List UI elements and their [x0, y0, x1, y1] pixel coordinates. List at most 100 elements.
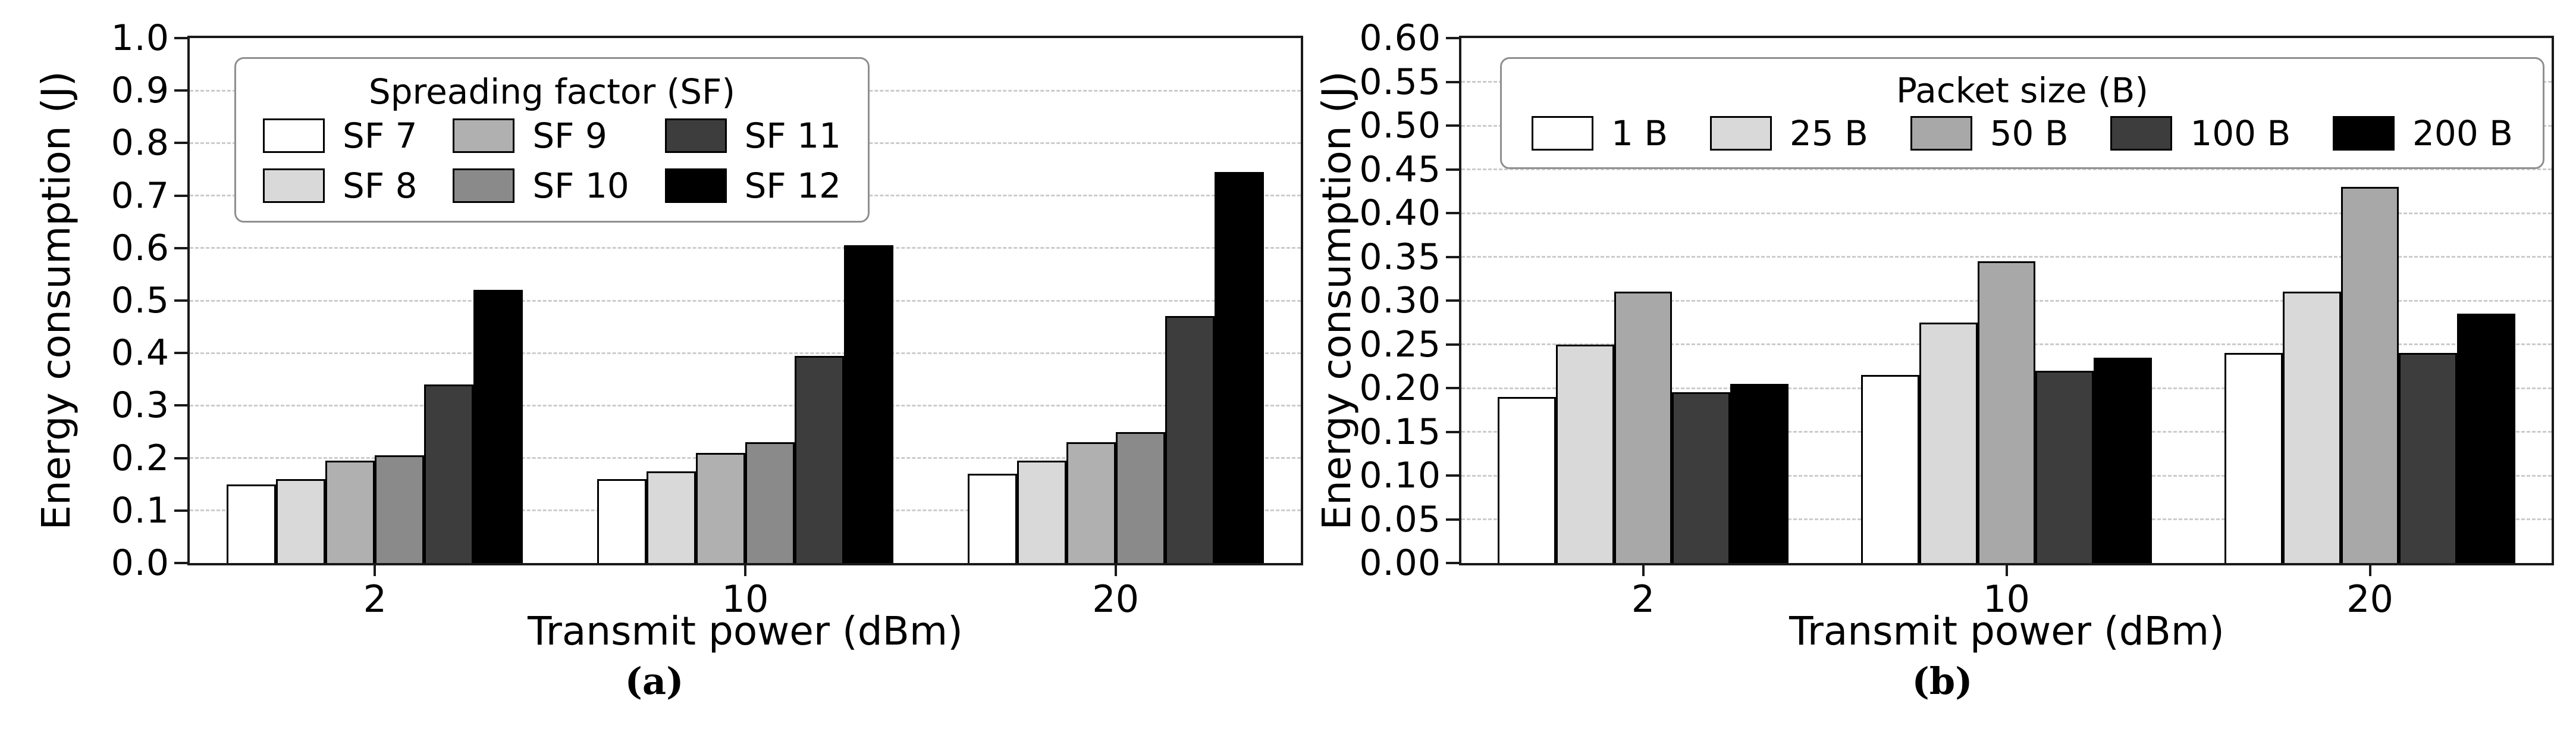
bar-200-b-2dbm [1730, 383, 1789, 563]
bar-sf-11-2dbm [424, 384, 474, 563]
y-tick-label: 0.8 [111, 122, 170, 164]
y-tick-label: 0.50 [1359, 105, 1441, 146]
y-tick-mark [1446, 343, 1459, 346]
legend-a: Spreading factor (SF) SF 7 SF 8 SF 9 SF 10 S… [234, 57, 870, 223]
x-tick-label: 2 [1631, 577, 1655, 621]
y-tick-mark [1446, 562, 1459, 564]
x-tick-mark [2368, 565, 2371, 576]
y-tick-label: 0.5 [111, 280, 170, 321]
y-tick-mark [1446, 430, 1459, 433]
y-tick-label: 0.0 [111, 542, 170, 584]
legend-item-200-b: 200 B [2333, 116, 2513, 151]
bar-50-b-2dbm [1614, 292, 1673, 563]
legend-swatch-icon [1910, 116, 1972, 151]
x-tick-mark [744, 565, 746, 576]
bar-sf-9-10dbm [695, 452, 745, 563]
legend-title-b: Packet size (B) [1896, 70, 2149, 111]
legend-item-sf-11: SF 11 [664, 115, 841, 156]
y-tick-label: 0.55 [1359, 61, 1441, 103]
y-tick-mark [1446, 518, 1459, 521]
x-tick-label: 10 [1983, 577, 2030, 621]
bar-100-b-2dbm [1672, 392, 1731, 563]
x-axis-label-b: Transmit power (dBm) [1789, 608, 2224, 654]
legend-item-label: SF 9 [532, 115, 607, 156]
gridline [1461, 256, 2552, 258]
y-tick-mark [174, 142, 187, 145]
gridline [190, 299, 1301, 302]
y-tick-label: 0.30 [1359, 280, 1441, 321]
y-tick-mark [174, 194, 187, 197]
gridline [190, 352, 1301, 354]
legend-swatch-icon [2110, 116, 2173, 151]
gridline [190, 404, 1301, 406]
legend-swatch-icon [1532, 116, 1593, 151]
bar-sf-8-2dbm [276, 479, 326, 563]
bar-25-b-2dbm [1555, 344, 1614, 563]
legend-item-sf-7: SF 7 [263, 118, 418, 153]
legend-item-label: 200 B [2412, 113, 2513, 154]
x-axis-label-a: Transmit power (dBm) [528, 608, 963, 654]
y-tick-label: 0.6 [111, 227, 170, 269]
y-tick-label: 0.7 [111, 174, 170, 217]
y-tick-label: 0.2 [111, 437, 170, 479]
caption-a: (a) [625, 659, 684, 703]
x-tick-mark [1114, 565, 1117, 576]
y-tick-label: 0.60 [1359, 17, 1441, 59]
y-tick-label: 0.9 [111, 70, 170, 112]
bar-200-b-20dbm [2457, 314, 2515, 563]
y-tick-mark [1446, 255, 1459, 258]
legend-item-label: 100 B [2190, 113, 2291, 154]
bar-sf-12-2dbm [473, 290, 523, 563]
y-tick-mark [1446, 37, 1459, 39]
legend-item-sf-8: SF 8 [263, 168, 418, 203]
bar-1-b-20dbm [2224, 353, 2283, 563]
x-tick-label: 20 [2346, 577, 2393, 621]
bar-sf-11-20dbm [1165, 316, 1215, 563]
y-tick-mark [1446, 124, 1459, 127]
bar-sf-8-20dbm [1016, 461, 1066, 563]
gridline [1461, 168, 2552, 170]
bar-25-b-20dbm [2282, 292, 2341, 563]
legend-item-sf-9: SF 9 [453, 118, 629, 153]
y-tick-label: 0.15 [1359, 411, 1441, 453]
caption-b: (b) [1912, 659, 1973, 703]
y-tick-label: 0.20 [1359, 367, 1441, 409]
legend-items-b: 1 B 25 B 50 B 100 B 200 B [1532, 116, 2513, 151]
x-tick-mark [1642, 565, 1645, 576]
legend-items-a: SF 7 SF 8 SF 9 SF 10 SF 11 SF 12 [263, 118, 841, 203]
bar-100-b-20dbm [2399, 353, 2458, 563]
legend-item-label: 50 B [1990, 113, 2069, 154]
y-tick-mark [174, 352, 187, 355]
legend-swatch-icon [453, 118, 515, 153]
y-tick-mark [1446, 80, 1459, 83]
bar-sf-8-10dbm [646, 471, 696, 563]
y-tick-mark [174, 404, 187, 407]
legend-b: Packet size (B) 1 B 25 B 50 B 100 B 200 B [1500, 57, 2544, 169]
y-tick-mark [1446, 299, 1459, 302]
y-tick-label: 0.40 [1359, 192, 1441, 234]
bar-200-b-10dbm [2094, 357, 2152, 563]
y-tick-mark [174, 299, 187, 302]
y-tick-mark [1446, 387, 1459, 389]
bar-100-b-10dbm [2035, 370, 2094, 563]
bar-sf-10-2dbm [375, 455, 425, 563]
y-tick-label: 0.1 [111, 489, 170, 531]
y-tick-label: 0.25 [1359, 323, 1441, 365]
x-tick-label: 20 [1092, 577, 1140, 621]
legend-item-label: SF 11 [744, 115, 841, 156]
bar-sf-7-2dbm [227, 484, 277, 563]
legend-item-1-b: 1 B [1532, 116, 1668, 151]
y-tick-mark [1446, 474, 1459, 477]
legend-item-sf-12: SF 12 [664, 168, 841, 203]
bar-sf-12-20dbm [1214, 171, 1264, 563]
legend-swatch-icon [263, 118, 325, 153]
y-tick-mark [174, 246, 187, 249]
plot-area-a: Spreading factor (SF) SF 7 SF 8 SF 9 SF 10 S… [187, 36, 1303, 565]
legend-item-label: SF 10 [532, 165, 629, 206]
y-tick-mark [174, 456, 187, 459]
y-tick-mark [174, 37, 187, 39]
legend-swatch-icon [664, 118, 727, 153]
x-tick-mark [374, 565, 376, 576]
legend-swatch-icon [2333, 116, 2395, 151]
